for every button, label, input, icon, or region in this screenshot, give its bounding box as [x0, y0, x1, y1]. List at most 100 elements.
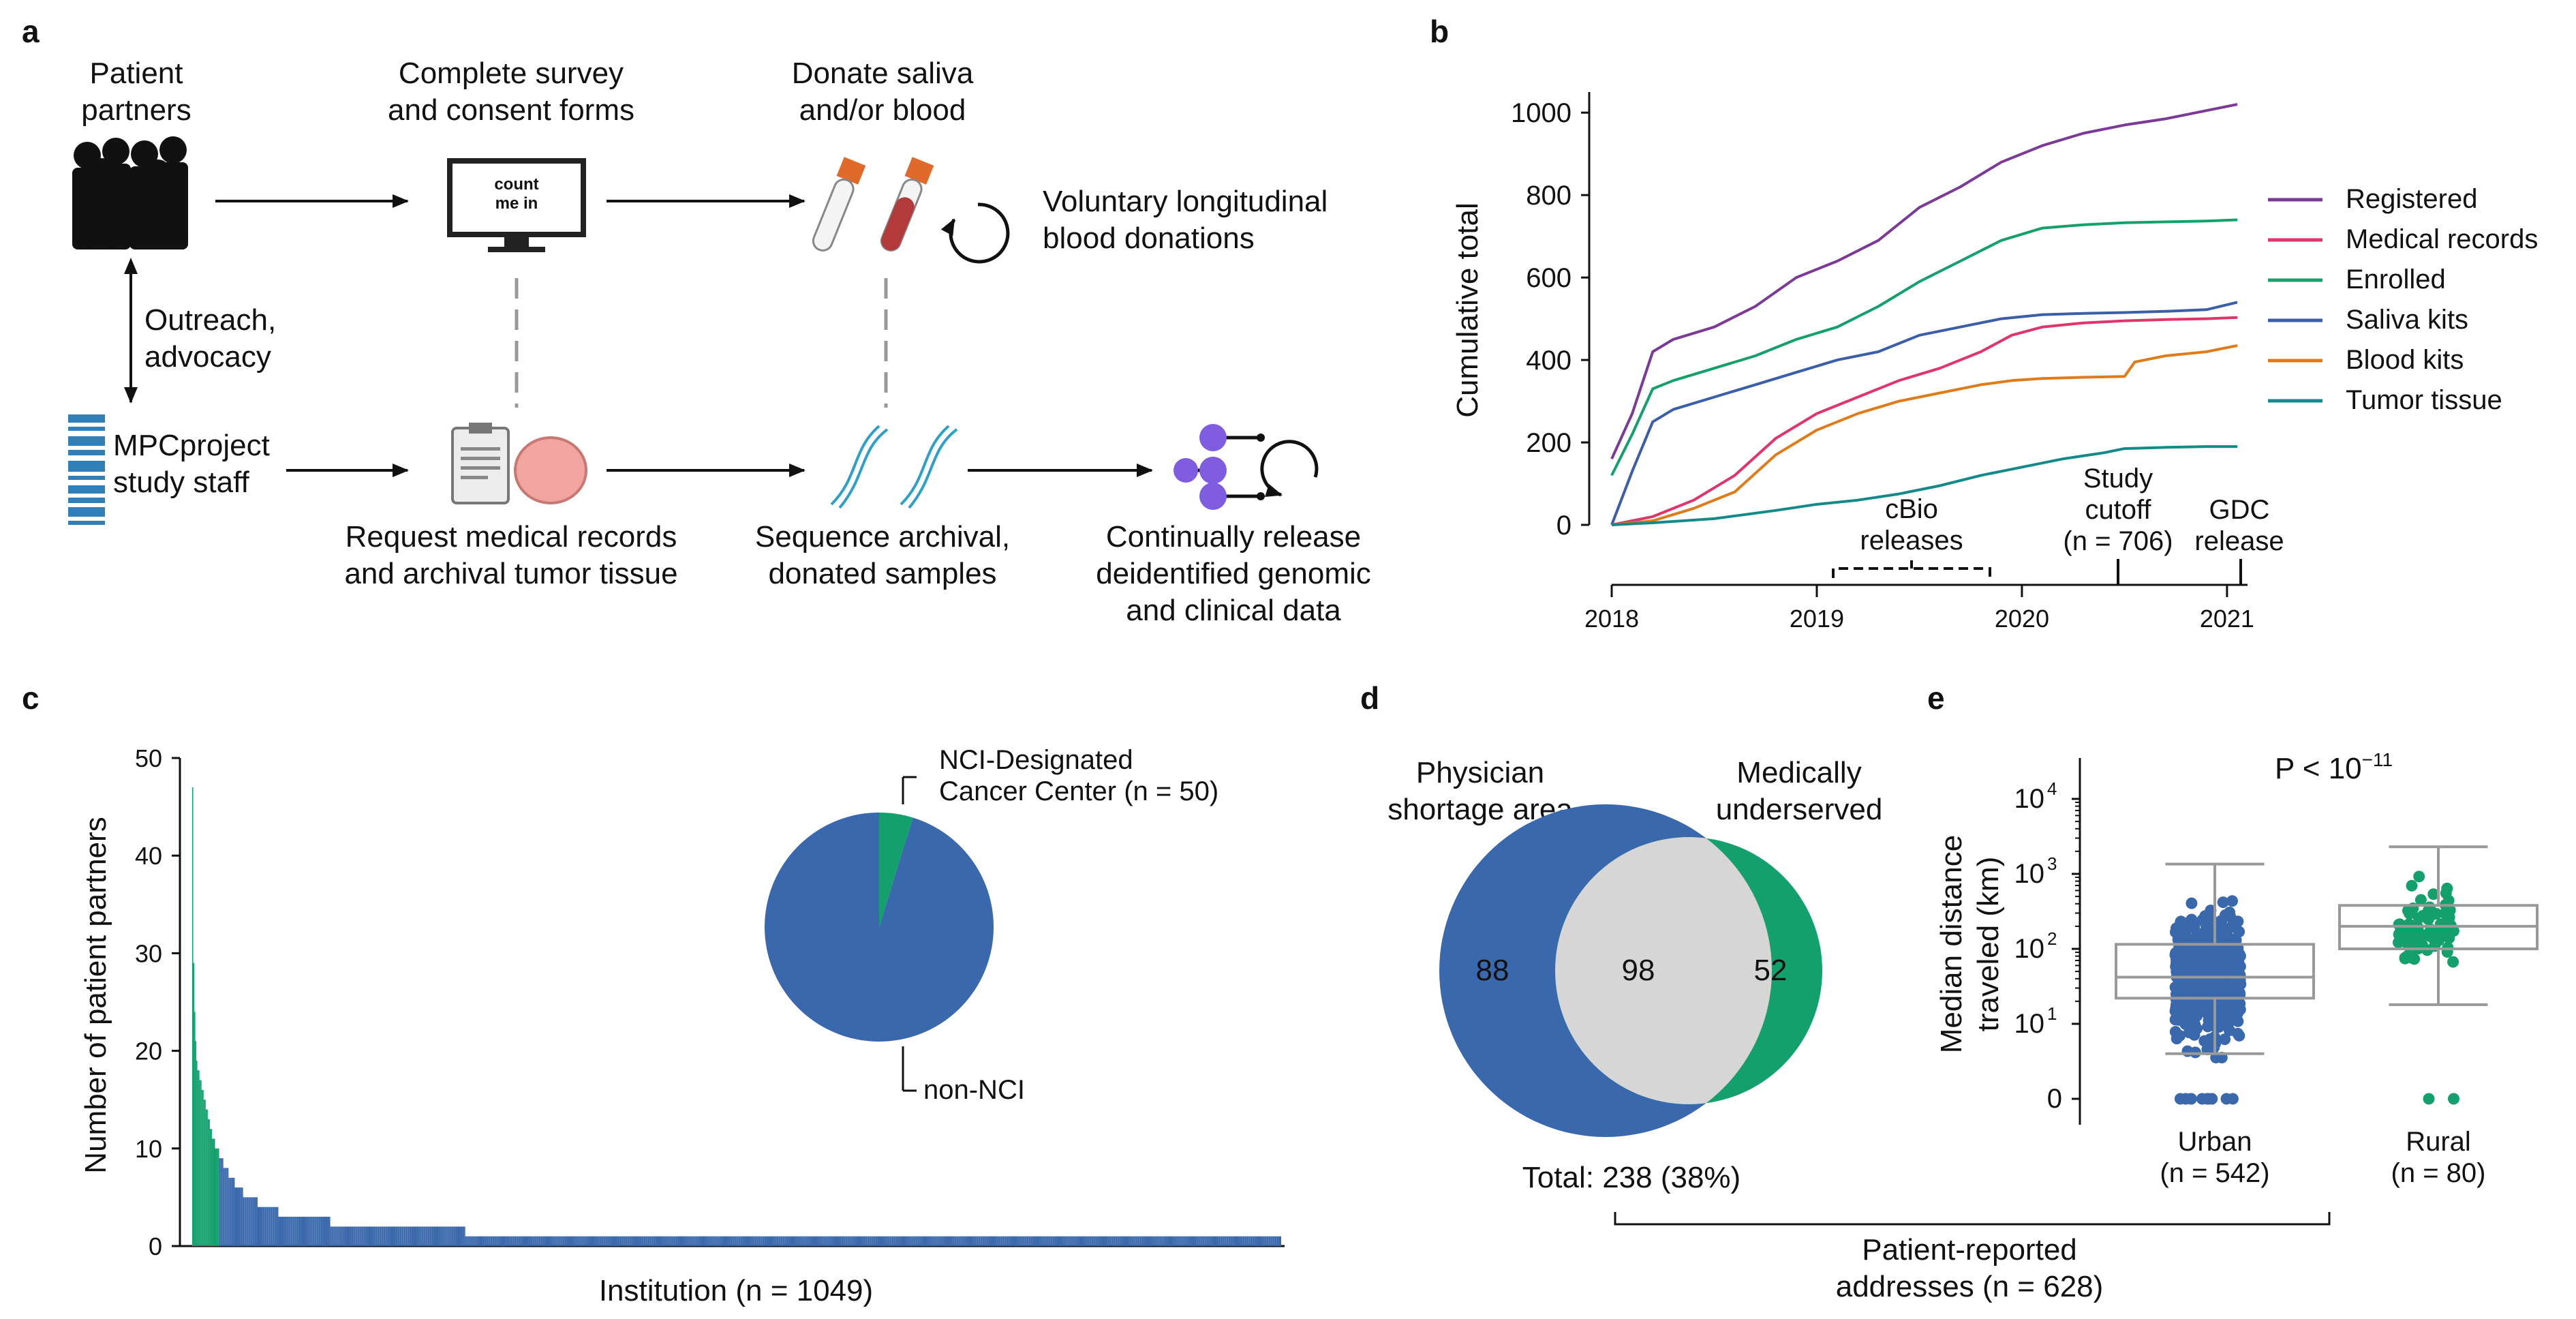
bar: [243, 1197, 245, 1246]
bar: [199, 1080, 201, 1246]
bar: [994, 1236, 995, 1246]
bar: [767, 1236, 769, 1246]
bar: [290, 1217, 292, 1246]
bar: [408, 1226, 410, 1246]
bar: [828, 1236, 830, 1246]
bar: [619, 1236, 622, 1246]
bar: [1101, 1236, 1103, 1246]
bar: [791, 1236, 793, 1246]
bar: [923, 1236, 925, 1246]
bar: [449, 1226, 451, 1246]
bar: [202, 1089, 204, 1246]
bar: [482, 1236, 485, 1246]
bar: [220, 1158, 221, 1246]
bar: [313, 1217, 315, 1246]
bar: [1122, 1236, 1124, 1246]
bar: [279, 1217, 281, 1246]
bar: [1094, 1236, 1096, 1246]
bar: [936, 1236, 938, 1246]
bar: [354, 1226, 356, 1246]
bar: [480, 1236, 482, 1246]
bar: [1258, 1236, 1260, 1246]
bar: [205, 1109, 207, 1246]
bar: [1018, 1236, 1020, 1246]
bar: [603, 1236, 604, 1246]
bar: [518, 1236, 519, 1246]
bar: [604, 1236, 606, 1246]
data-point: [2179, 1018, 2192, 1030]
bar: [448, 1226, 450, 1246]
series-line-registered: [1610, 103, 2238, 460]
bar: [955, 1236, 957, 1246]
bar: [1246, 1236, 1248, 1246]
bar: [587, 1236, 589, 1246]
bar: [774, 1236, 776, 1246]
bar: [1165, 1236, 1167, 1246]
bar: [833, 1236, 835, 1246]
bar: [1054, 1236, 1056, 1246]
bar: [192, 787, 194, 1246]
bar: [720, 1236, 722, 1246]
bar: [677, 1236, 679, 1246]
bar: [697, 1236, 699, 1246]
bar: [745, 1236, 747, 1246]
bar: [1100, 1236, 1102, 1246]
bar: [812, 1236, 813, 1246]
bar: [1172, 1236, 1174, 1246]
data-point: [2447, 956, 2459, 968]
bar: [443, 1226, 445, 1246]
bar: [1174, 1236, 1176, 1246]
bar: [801, 1236, 803, 1246]
bar: [738, 1236, 739, 1246]
bar: [346, 1226, 347, 1246]
bar: [1221, 1236, 1223, 1246]
bar: [255, 1197, 257, 1246]
bar: [908, 1236, 910, 1246]
bar: [1203, 1236, 1205, 1246]
bar: [266, 1207, 267, 1246]
bar: [843, 1236, 844, 1246]
bar: [939, 1236, 941, 1246]
bar: [1068, 1236, 1070, 1246]
bar: [942, 1236, 944, 1246]
bar: [542, 1236, 543, 1246]
bar: [608, 1236, 610, 1246]
bar: [435, 1226, 436, 1246]
e-ytick-label: 0: [2047, 1084, 2062, 1114]
bar: [651, 1236, 652, 1246]
bar: [546, 1236, 547, 1246]
bar: [534, 1236, 536, 1246]
bar: [227, 1168, 229, 1246]
data-point: [2393, 918, 2405, 930]
bar: [1075, 1236, 1077, 1246]
bar: [994, 1236, 996, 1246]
bar: [694, 1236, 696, 1246]
bar: [742, 1236, 743, 1246]
bar: [270, 1207, 271, 1246]
data-point: [2427, 888, 2440, 900]
bar: [723, 1236, 725, 1246]
bar: [782, 1236, 783, 1246]
bar: [504, 1236, 506, 1246]
monitor-text-line1: count: [494, 175, 538, 194]
bar: [1072, 1236, 1074, 1246]
bar: [1185, 1236, 1187, 1246]
bar: [737, 1236, 739, 1246]
bar: [835, 1236, 837, 1246]
bar: [693, 1236, 695, 1246]
bar: [1004, 1236, 1005, 1246]
data-point: [2224, 922, 2237, 934]
bar: [322, 1217, 324, 1246]
bar: [985, 1236, 987, 1246]
bar: [386, 1226, 388, 1246]
bar: [401, 1226, 402, 1246]
bar: [215, 1148, 217, 1246]
bar: [949, 1236, 951, 1246]
bar: [366, 1226, 368, 1246]
bar: [1102, 1236, 1104, 1246]
bar: [765, 1236, 767, 1246]
bar: [1016, 1236, 1018, 1246]
bar: [784, 1236, 786, 1246]
bar: [885, 1236, 886, 1246]
data-point: [2393, 928, 2405, 941]
